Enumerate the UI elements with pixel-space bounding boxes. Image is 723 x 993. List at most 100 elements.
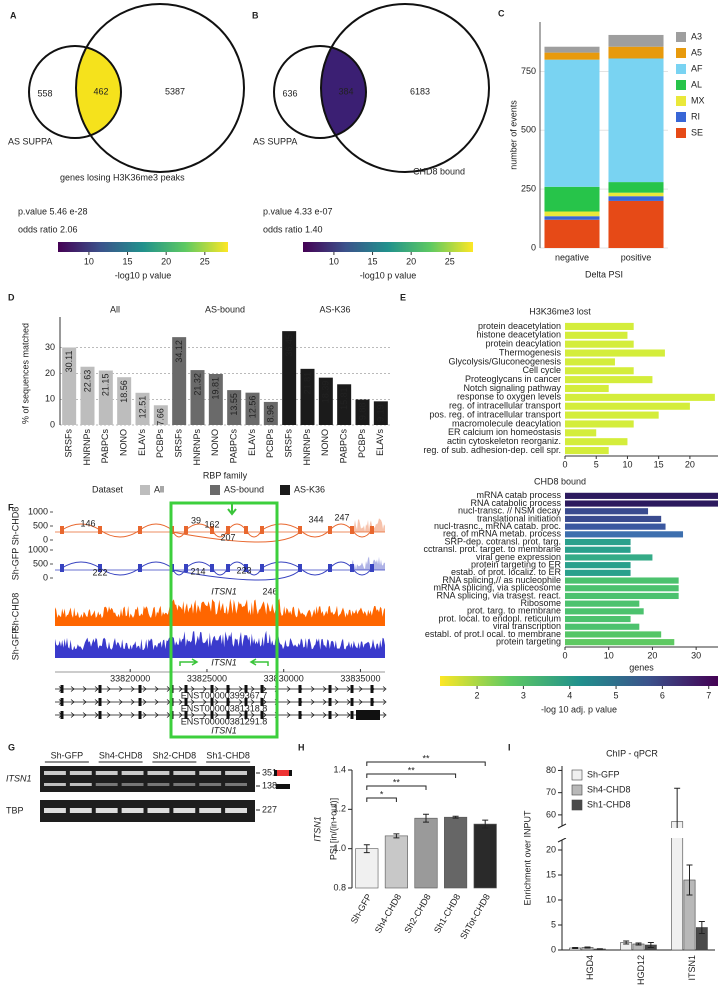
significance-label: * — [380, 789, 384, 799]
venn-count: 5387 — [165, 86, 185, 96]
bar — [565, 358, 615, 366]
y-tick-label: 0 — [50, 419, 55, 429]
y-tick-label: 500 — [33, 558, 48, 568]
bar-segment — [544, 219, 600, 248]
bar — [565, 331, 628, 339]
sashimi-arc — [211, 567, 229, 576]
bar — [565, 577, 679, 584]
x-axis-label: RBP family — [203, 470, 248, 480]
gel-band — [173, 808, 196, 813]
legend-swatch — [571, 784, 583, 796]
x-tick-label: ELAVs — [375, 429, 385, 456]
group-title: AS-bound — [205, 304, 245, 314]
junction-label: 246 — [262, 586, 277, 596]
gel-band — [147, 783, 170, 786]
y-tick-label: translational initiation — [477, 513, 561, 523]
value-label: 9.19 — [376, 404, 386, 422]
sashimi-coverage — [352, 556, 385, 570]
x-tick-label: 10 — [622, 459, 632, 469]
y-tick-label: 5 — [551, 919, 556, 929]
bar — [318, 377, 333, 425]
x-tick-label: PCBPs — [265, 429, 275, 459]
colorbar-tick-label: 7 — [706, 690, 711, 700]
bar — [355, 848, 379, 889]
transcript-label: ENST00000399367.7 — [181, 690, 268, 700]
lane-label: Sh-GFP — [51, 750, 84, 760]
colorbar — [440, 676, 718, 686]
transcript-exon — [350, 685, 354, 693]
panel-label: F — [8, 502, 14, 512]
y-tick-label: viral gene expression — [476, 552, 561, 562]
transcript-label: ENST00000381318.8 — [181, 703, 268, 713]
transcript-exon — [260, 685, 264, 693]
bar — [208, 373, 223, 425]
error-bar — [623, 940, 630, 945]
gel-band — [199, 771, 222, 775]
x-tick-label: 15 — [654, 459, 664, 469]
bar — [565, 523, 666, 530]
bar — [565, 531, 684, 538]
bar — [565, 623, 640, 630]
bar — [80, 366, 95, 425]
sashimi-arc — [171, 569, 301, 581]
highlight-box — [169, 501, 279, 739]
gene-label: ITSN1 — [211, 725, 237, 735]
bar — [190, 370, 205, 425]
y-tick-label: protein targeting to ER — [471, 560, 562, 570]
junction-label: 39 — [191, 515, 201, 525]
transcript-label: ENST00000381291.8 — [181, 716, 268, 726]
venn-circle — [273, 45, 367, 139]
colorbar-label: -log 10 adj. p value — [541, 704, 617, 714]
venn-count: 384 — [338, 86, 353, 96]
bar — [565, 447, 609, 455]
x-tick-label: HGD12 — [636, 955, 646, 985]
y-tick-label: 250 — [521, 184, 536, 194]
bar-segment — [608, 192, 664, 197]
bar-segment — [608, 182, 664, 193]
gel-band — [69, 771, 92, 775]
y-tick-label: 70 — [546, 787, 556, 797]
transcript-exon — [98, 711, 102, 719]
group-title: AS-K36 — [319, 304, 350, 314]
venn-overlap — [321, 46, 366, 138]
x-tick-label: 20 — [647, 650, 657, 660]
value-label: 8.96 — [266, 405, 276, 423]
y-tick-label: 1.4 — [333, 764, 346, 774]
legend-label: MX — [691, 95, 705, 105]
bar — [565, 367, 634, 375]
sashimi-arc — [351, 567, 373, 576]
error-bar — [482, 819, 489, 829]
y-tick-label: 20 — [45, 368, 55, 378]
gene-label: TBP — [6, 805, 24, 815]
error-bar — [393, 833, 400, 839]
y-axis-label: % of sequences matched — [20, 323, 30, 424]
y-tick-label: 500 — [521, 125, 536, 135]
error-bar — [686, 864, 693, 896]
x-tick-label: HGD4 — [585, 955, 595, 980]
value-label: 18.39 — [321, 381, 331, 404]
transcript-exon — [370, 685, 374, 693]
sashimi-arc — [329, 523, 353, 531]
error-bar — [452, 815, 459, 819]
coordinate-label: 33830000 — [264, 673, 304, 683]
junction-label: 222 — [92, 567, 107, 577]
error-bar — [635, 942, 642, 946]
bar — [373, 401, 388, 425]
sashimi-arc — [139, 523, 173, 531]
coordinate-label: 33820000 — [110, 673, 150, 683]
gel-band — [69, 808, 92, 813]
transcript-exon — [184, 711, 188, 719]
bar — [565, 402, 690, 410]
y-tick-label: Glycolysis/Gluconeogenesis — [448, 356, 561, 366]
legend-label: All — [154, 484, 164, 494]
gene-label: ITSN1 — [211, 657, 237, 667]
bar — [565, 508, 649, 515]
junction-label: 207 — [220, 532, 235, 542]
gel-band — [225, 783, 247, 786]
bar — [565, 376, 653, 384]
legend-label: A5 — [691, 47, 702, 57]
junction-label: 344 — [308, 514, 323, 524]
bar — [300, 368, 315, 425]
axis-break — [557, 823, 567, 843]
venn-circle — [320, 3, 490, 173]
